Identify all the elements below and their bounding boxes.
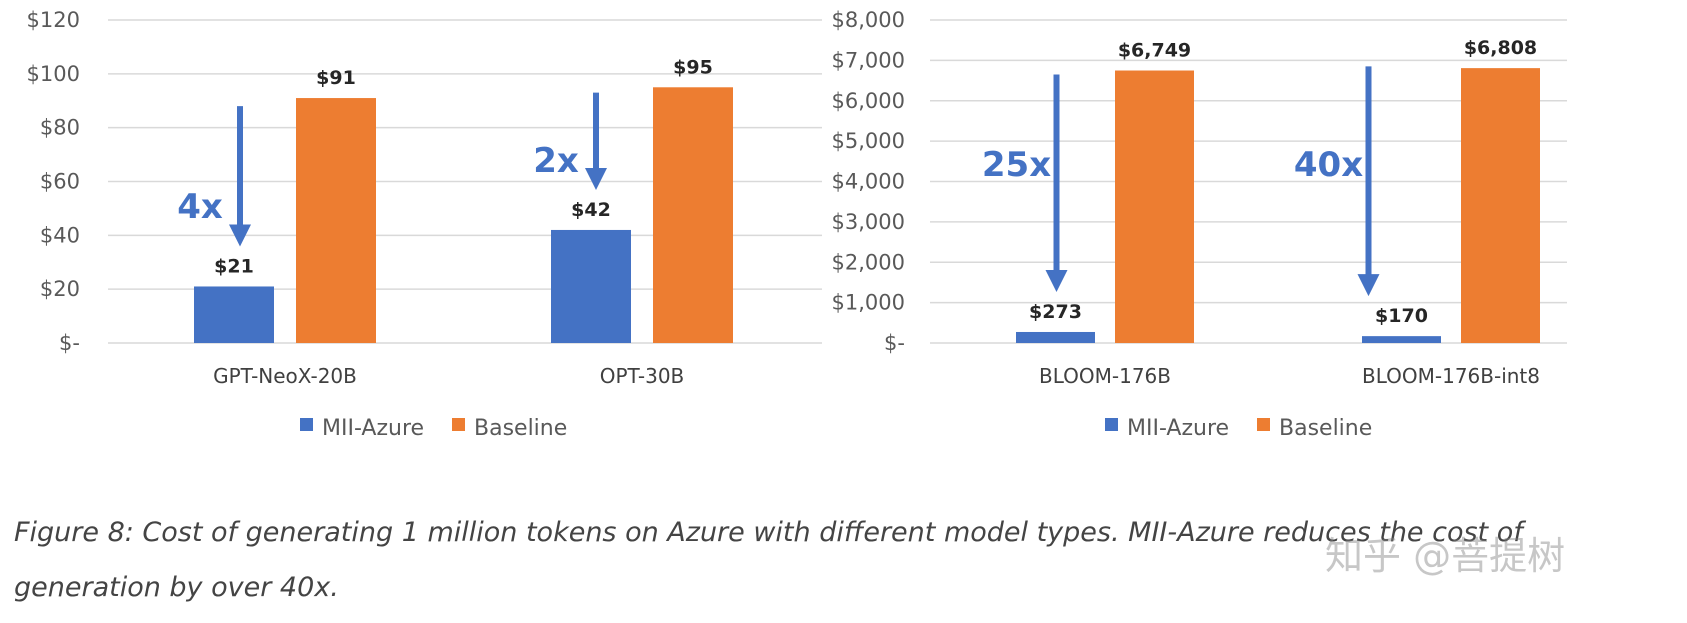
reduction-annotation: 40x	[1294, 145, 1363, 185]
legend-swatch	[452, 418, 465, 431]
category-label: BLOOM-176B-int8	[1362, 364, 1540, 388]
data-label: $95	[673, 56, 713, 78]
y-tick-label: $7,000	[832, 48, 905, 72]
y-tick-label: $20	[40, 277, 80, 301]
caption-line-2: generation by over 40x.	[14, 572, 339, 603]
y-tick-label: $6,000	[832, 89, 905, 113]
y-tick-label: $3,000	[832, 210, 905, 234]
y-tick-label: $100	[27, 62, 80, 86]
arrow-head	[229, 224, 251, 247]
caption-line-1: Figure 8: Cost of generating 1 million t…	[14, 517, 1523, 548]
y-tick-label: $80	[40, 116, 80, 140]
data-label: $170	[1375, 305, 1428, 327]
data-label: $273	[1029, 301, 1082, 323]
legend-swatch	[300, 418, 313, 431]
data-label: $42	[571, 199, 611, 221]
reduction-annotation: 2x	[533, 141, 579, 181]
watermark: 知乎 @菩提树	[1325, 534, 1566, 578]
bar-baseline	[1115, 70, 1194, 343]
data-label: $21	[214, 255, 254, 277]
data-label: $91	[316, 67, 356, 89]
bar-mii-azure	[1362, 336, 1441, 343]
reduction-annotation: 25x	[982, 145, 1051, 185]
bar-mii-azure	[194, 286, 274, 343]
y-tick-label: $40	[40, 223, 80, 247]
legend-swatch	[1105, 418, 1118, 431]
arrow-head	[585, 167, 607, 190]
y-tick-label: $120	[27, 8, 80, 32]
y-tick-label: $1,000	[832, 291, 905, 315]
category-label: GPT-NeoX-20B	[213, 364, 357, 388]
arrow-head	[1045, 269, 1068, 292]
y-tick-label: $2,000	[832, 250, 905, 274]
category-label: BLOOM-176B	[1039, 364, 1171, 388]
y-tick-label: $8,000	[832, 8, 905, 32]
bar-baseline	[653, 87, 733, 344]
bar-baseline	[1461, 68, 1540, 343]
bar-mii-azure	[551, 229, 631, 343]
legend-label: Baseline	[1279, 416, 1372, 441]
y-tick-label: $60	[40, 170, 80, 194]
category-label: OPT-30B	[600, 364, 685, 388]
charts-svg: $- $20 $40 $60 $80 $100 $120 $21 $91 GPT-NeoX-20B…	[27, 8, 1567, 441]
legend-swatch	[1257, 418, 1270, 431]
y-tick-label: $5,000	[832, 129, 905, 153]
y-tick-label: $4,000	[832, 170, 905, 194]
data-label: $6,749	[1118, 40, 1191, 62]
y-tick-label: $-	[884, 331, 905, 355]
data-label: $6,808	[1464, 37, 1537, 59]
bar-mii-azure	[1016, 331, 1095, 343]
legend-label: Baseline	[474, 416, 567, 441]
bar-baseline	[296, 98, 376, 343]
reduction-annotation: 4x	[177, 187, 223, 227]
arrow-head	[1357, 274, 1380, 297]
y-tick-label: $-	[59, 331, 80, 355]
legend-label: MII-Azure	[1127, 416, 1229, 441]
legend-label: MII-Azure	[322, 416, 424, 441]
figure-caption: Figure 8: Cost of generating 1 million t…	[14, 505, 1674, 615]
